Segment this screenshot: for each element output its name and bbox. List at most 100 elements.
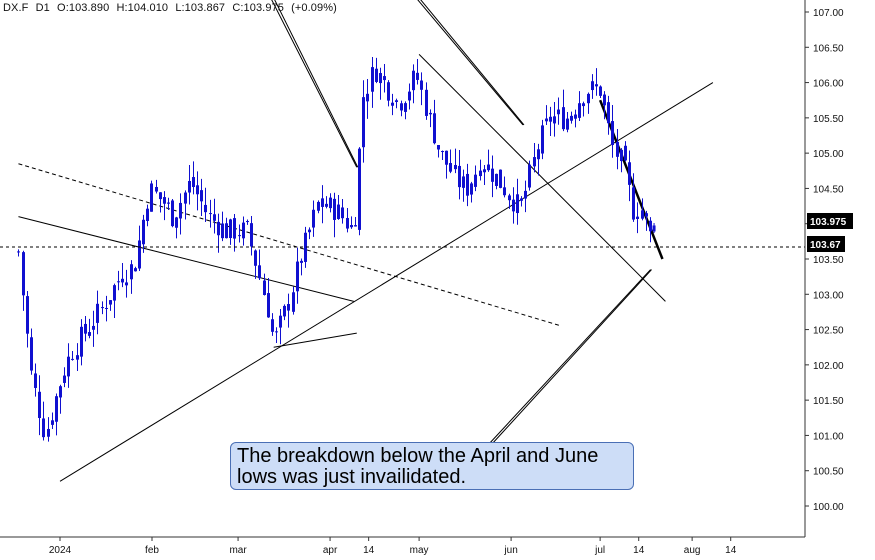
candle-body [366, 93, 369, 102]
time-axis: 2024 feb mar apr 14 may jun jul 14 aug 14 [0, 536, 805, 556]
time-tick-label: jul [594, 545, 605, 556]
annotation-callout[interactable]: The breakdown below the April and June l… [230, 442, 634, 490]
candle-body [508, 195, 511, 201]
candle-body [611, 121, 614, 146]
candle-body [524, 190, 527, 199]
candle-body [26, 296, 29, 334]
candle-body [595, 84, 598, 87]
candle-body [258, 265, 261, 279]
candle-body [528, 164, 531, 188]
candle-body [491, 168, 494, 182]
candle-body [636, 216, 639, 220]
candle-body [516, 194, 519, 214]
trendline [489, 269, 651, 443]
symbol-header: DX.F D1 O:103.890 H:104.010 L:103.867 C:… [3, 2, 341, 14]
candle-body [80, 326, 83, 357]
price-tick-label: 102.50 [813, 326, 844, 337]
candle-body [84, 323, 87, 334]
candle-body [329, 197, 332, 209]
candle-body [92, 325, 95, 330]
candle-body [420, 80, 423, 90]
candle-body [570, 115, 573, 121]
candle-body [462, 176, 465, 188]
candle-body [387, 82, 390, 101]
candle-body [620, 149, 623, 162]
candle-body [242, 222, 245, 239]
candle-body [341, 207, 344, 219]
candle-body [146, 208, 149, 222]
candle-body [479, 170, 482, 177]
candle-body [300, 260, 303, 263]
candle-body [279, 315, 282, 328]
candle-body [429, 112, 432, 115]
close-value: C:103.975 [232, 2, 284, 14]
candle-body [599, 86, 602, 96]
time-tick-label: mar [229, 545, 247, 556]
candle-body [121, 278, 124, 283]
candle-body [499, 169, 502, 188]
candle-body [71, 358, 74, 360]
candle-body [591, 81, 594, 91]
candle-body [51, 420, 54, 425]
candle-body [545, 118, 548, 122]
trendline [598, 99, 664, 260]
candle-body [76, 355, 79, 360]
candle-body [549, 116, 552, 122]
candle-body [38, 391, 41, 418]
candle-body [267, 293, 270, 318]
candle-body [150, 183, 153, 212]
candle-body [96, 303, 99, 323]
candle-body [541, 125, 544, 154]
candle-body [312, 209, 315, 228]
price-tick-label: 103.50 [813, 255, 844, 266]
time-tick-label: 14 [633, 545, 645, 556]
candle-body [400, 103, 403, 111]
candle-body [553, 116, 556, 124]
candle-body [466, 173, 469, 196]
candle-body [117, 281, 120, 283]
time-tick-label: apr [323, 545, 338, 556]
symbol-name: DX.F [3, 2, 29, 14]
candle-body [55, 396, 58, 422]
candle-body [238, 235, 241, 237]
candle-body [287, 304, 290, 311]
price-tick-label: 100.50 [813, 467, 844, 478]
candle-body [138, 240, 141, 269]
candle-body [441, 151, 444, 153]
candle-body [188, 180, 191, 193]
candle-body [209, 213, 212, 215]
time-tick-label: jun [503, 545, 517, 556]
candle-body [213, 214, 216, 221]
candle-body [263, 280, 266, 295]
candle-body [437, 145, 440, 150]
candle-body [641, 210, 644, 219]
candle-body [34, 373, 37, 388]
candle-body [616, 141, 619, 157]
candle-body [404, 103, 407, 112]
candle-body [308, 229, 311, 233]
candle-body [142, 219, 145, 245]
candle-body [470, 183, 473, 195]
candle-body [292, 292, 295, 312]
price-tick-label: 106.50 [813, 43, 844, 54]
price-tick-label: 100.00 [813, 502, 844, 513]
candle-body [217, 221, 220, 236]
candle-body [192, 177, 195, 188]
price-tick-label: 103.00 [813, 290, 844, 301]
candle-body [196, 185, 199, 195]
candle-body [325, 203, 328, 207]
candle-body [221, 223, 224, 239]
candle-body [607, 102, 610, 124]
price-tick-label: 101.00 [813, 431, 844, 442]
candle-body [562, 107, 565, 130]
candle-body [520, 198, 523, 201]
trendline [271, 0, 358, 168]
candle-body [113, 285, 116, 301]
candle-body [425, 89, 428, 116]
candle-body [22, 252, 25, 296]
candle-body [408, 91, 411, 101]
candle-body [229, 219, 232, 239]
low-value: L:103.867 [175, 2, 226, 14]
